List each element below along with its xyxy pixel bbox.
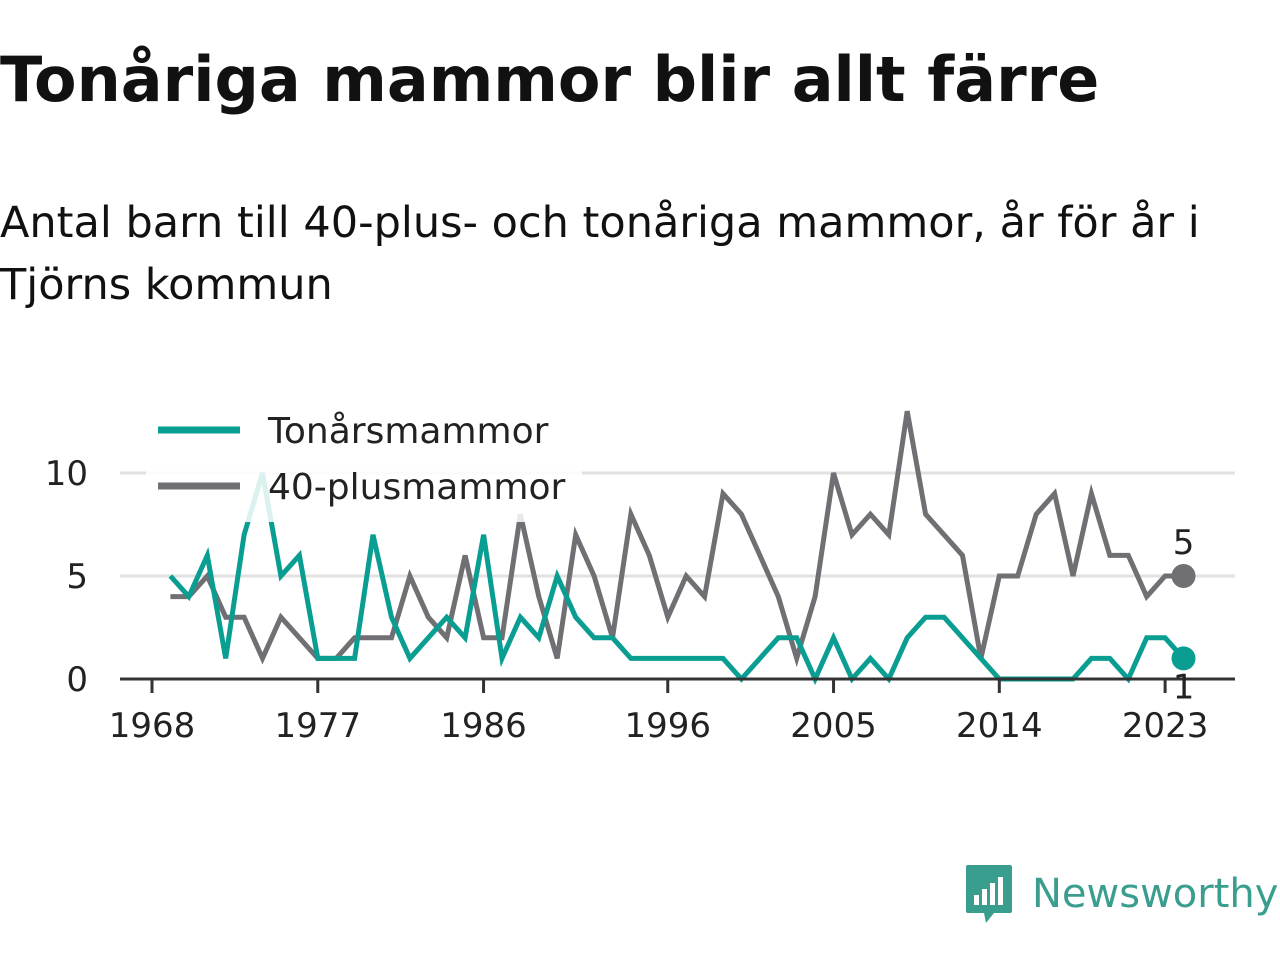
x-tick-label: 1977 bbox=[275, 706, 362, 746]
legend-label: 40-plusmammor bbox=[268, 467, 566, 508]
y-tick-label: 10 bbox=[45, 454, 88, 494]
series-line-40-plusmammor bbox=[170, 410, 1184, 668]
y-tick-label: 0 bbox=[66, 660, 88, 700]
chart-title: Tonåriga mammor blir allt färre bbox=[0, 43, 1100, 116]
legend-background bbox=[146, 404, 582, 522]
x-tick-label: 1996 bbox=[624, 706, 711, 746]
newsworthy-logo-icon bbox=[966, 865, 1012, 923]
end-value-label: 5 bbox=[1173, 523, 1195, 563]
legend: Tonårsmammor 40-plusmammor bbox=[146, 404, 582, 522]
end-markers: 15 bbox=[1171, 523, 1196, 707]
y-tick-label: 5 bbox=[66, 557, 88, 597]
chart-subtitle: Antal barn till 40-plus- och tonåriga ma… bbox=[0, 198, 1200, 310]
end-marker-dot bbox=[1171, 646, 1196, 671]
x-tick-label: 1986 bbox=[440, 706, 527, 746]
brand-name: Newsworthy bbox=[1032, 871, 1279, 917]
brand-logo: Newsworthy bbox=[964, 862, 1278, 926]
legend-label: Tonårsmammor bbox=[267, 411, 549, 452]
x-tick-label: 1968 bbox=[109, 706, 196, 746]
x-tick-label: 2014 bbox=[956, 706, 1043, 746]
x-axis-ticks: 1968 1977 1986 1996 2005 2014 2023 bbox=[109, 679, 1209, 746]
end-value-label: 1 bbox=[1173, 667, 1195, 707]
y-axis-ticks: 0 5 10 bbox=[45, 454, 88, 700]
x-tick-label: 2023 bbox=[1122, 706, 1209, 746]
x-tick-label: 2005 bbox=[790, 706, 877, 746]
end-marker-dot bbox=[1171, 564, 1196, 588]
